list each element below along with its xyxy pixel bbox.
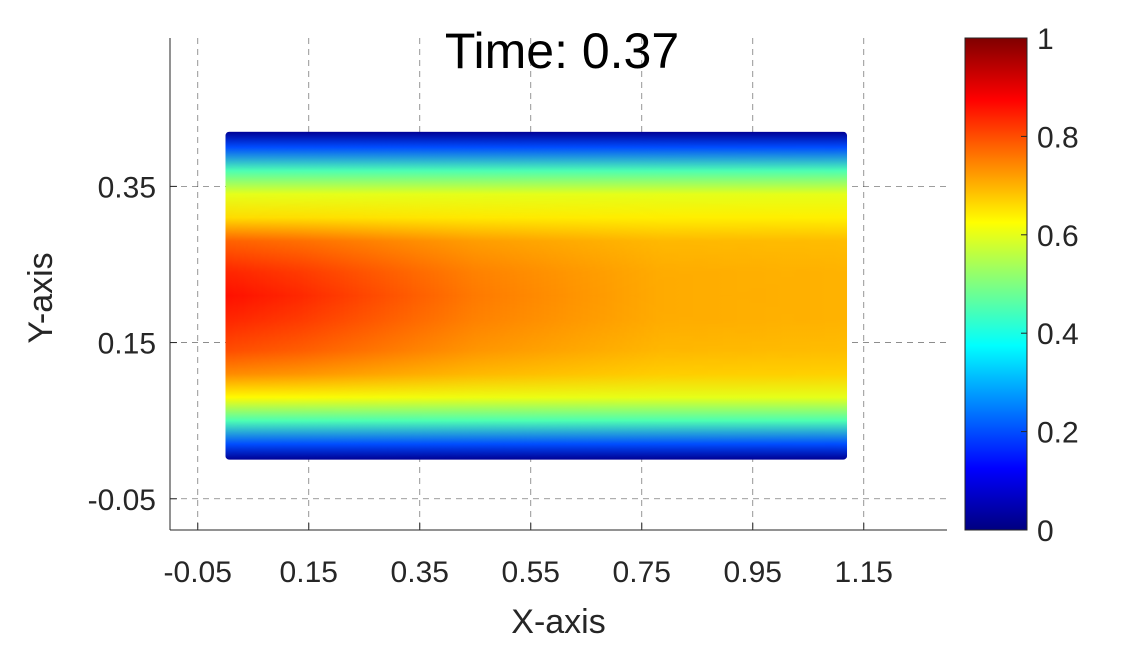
- y-tick-label: 0.35: [98, 171, 156, 204]
- heatmap-field: [225, 131, 848, 460]
- y-axis-label: Y-axis: [22, 252, 60, 343]
- x-axis-label: X-axis: [511, 603, 605, 641]
- colorbar-tick-label: 0.6: [1037, 220, 1079, 253]
- colorbar-tick-label: 1: [1037, 23, 1054, 56]
- x-tick-label: 0.55: [502, 556, 560, 589]
- x-tick-label: -0.05: [164, 556, 232, 589]
- colorbar-tick-label: 0.2: [1037, 417, 1079, 450]
- colorbar-gradient-bar: [964, 37, 1028, 531]
- y-tick-label: -0.05: [88, 484, 156, 517]
- colorbar-tick-label: 0.4: [1037, 318, 1079, 351]
- x-axis-ticks: -0.05 0.15 0.35 0.55 0.75 0.95 1.15: [164, 523, 893, 589]
- y-axis-ticks: -0.05 0.15 0.35: [88, 171, 177, 517]
- colorbar: 0 0.2 0.4 0.6 0.8 1: [964, 23, 1079, 548]
- colorbar-tick-label: 0: [1037, 515, 1054, 548]
- x-tick-label: 0.15: [280, 556, 338, 589]
- x-tick-label: 0.75: [613, 556, 671, 589]
- x-tick-label: 0.95: [724, 556, 782, 589]
- colorbar-ticks: 0 0.2 0.4 0.6 0.8 1: [1021, 23, 1079, 548]
- x-tick-label: 1.15: [835, 556, 893, 589]
- y-tick-label: 0.15: [98, 328, 156, 361]
- chart-title: Time: 0.37: [445, 23, 679, 79]
- x-tick-label: 0.35: [391, 556, 449, 589]
- plot-axes: [169, 38, 947, 531]
- colorbar-tick-label: 0.8: [1037, 121, 1079, 154]
- field-inlet-region: [225, 131, 848, 460]
